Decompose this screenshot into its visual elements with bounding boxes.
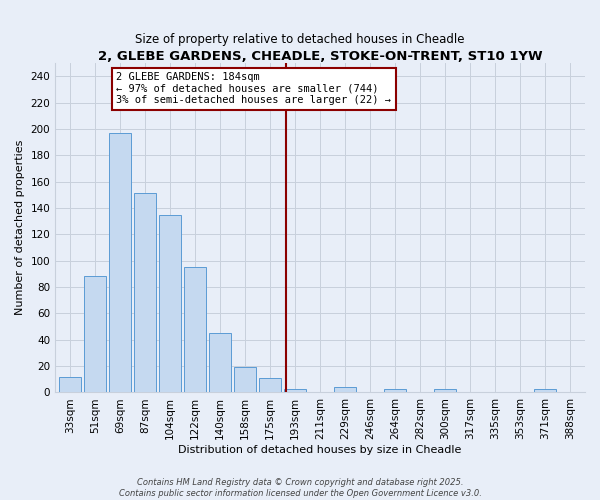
Bar [134,194,157,392]
Bar [184,268,206,392]
Bar [109,133,131,392]
Bar [534,388,556,392]
Bar [434,388,456,392]
Title: 2, GLEBE GARDENS, CHEADLE, STOKE-ON-TRENT, ST10 1YW: 2, GLEBE GARDENS, CHEADLE, STOKE-ON-TREN… [98,50,542,63]
Bar [59,376,82,392]
Bar [259,378,281,392]
Text: Contains HM Land Registry data © Crown copyright and database right 2025.
Contai: Contains HM Land Registry data © Crown c… [119,478,481,498]
Text: Size of property relative to detached houses in Cheadle: Size of property relative to detached ho… [135,32,465,46]
Bar [234,368,256,392]
Bar [384,388,406,392]
Bar [284,388,307,392]
Bar [159,214,181,392]
Y-axis label: Number of detached properties: Number of detached properties [15,140,25,316]
X-axis label: Distribution of detached houses by size in Cheadle: Distribution of detached houses by size … [178,445,462,455]
Text: 2 GLEBE GARDENS: 184sqm
← 97% of detached houses are smaller (744)
3% of semi-de: 2 GLEBE GARDENS: 184sqm ← 97% of detache… [116,72,391,106]
Bar [209,333,232,392]
Bar [84,276,106,392]
Bar [334,387,356,392]
